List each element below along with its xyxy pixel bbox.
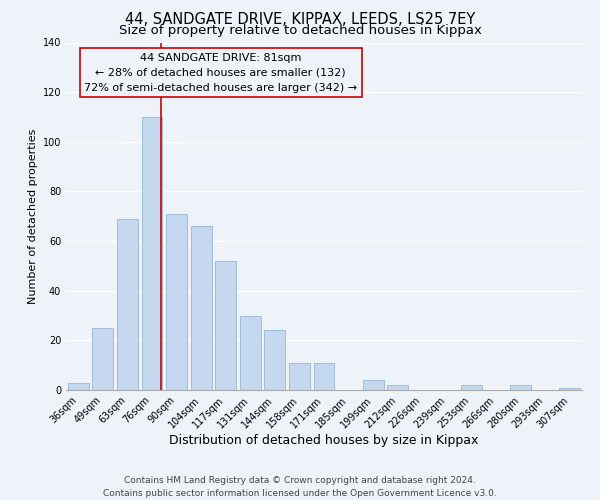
Bar: [68, 382, 89, 390]
Bar: [215, 261, 236, 390]
Text: 44, SANDGATE DRIVE, KIPPAX, LEEDS, LS25 7EY: 44, SANDGATE DRIVE, KIPPAX, LEEDS, LS25 …: [125, 12, 475, 28]
Bar: [559, 388, 580, 390]
Bar: [510, 385, 531, 390]
Text: 44 SANDGATE DRIVE: 81sqm
← 28% of detached houses are smaller (132)
72% of semi-: 44 SANDGATE DRIVE: 81sqm ← 28% of detach…: [84, 53, 358, 92]
Bar: [314, 362, 334, 390]
Bar: [387, 385, 408, 390]
Bar: [166, 214, 187, 390]
X-axis label: Distribution of detached houses by size in Kippax: Distribution of detached houses by size …: [169, 434, 479, 447]
Bar: [240, 316, 261, 390]
Y-axis label: Number of detached properties: Number of detached properties: [28, 128, 38, 304]
Bar: [289, 362, 310, 390]
Bar: [117, 218, 138, 390]
Bar: [461, 385, 482, 390]
Text: Contains HM Land Registry data © Crown copyright and database right 2024.
Contai: Contains HM Land Registry data © Crown c…: [103, 476, 497, 498]
Bar: [362, 380, 383, 390]
Bar: [265, 330, 286, 390]
Bar: [142, 117, 163, 390]
Bar: [92, 328, 113, 390]
Text: Size of property relative to detached houses in Kippax: Size of property relative to detached ho…: [119, 24, 481, 37]
Bar: [191, 226, 212, 390]
